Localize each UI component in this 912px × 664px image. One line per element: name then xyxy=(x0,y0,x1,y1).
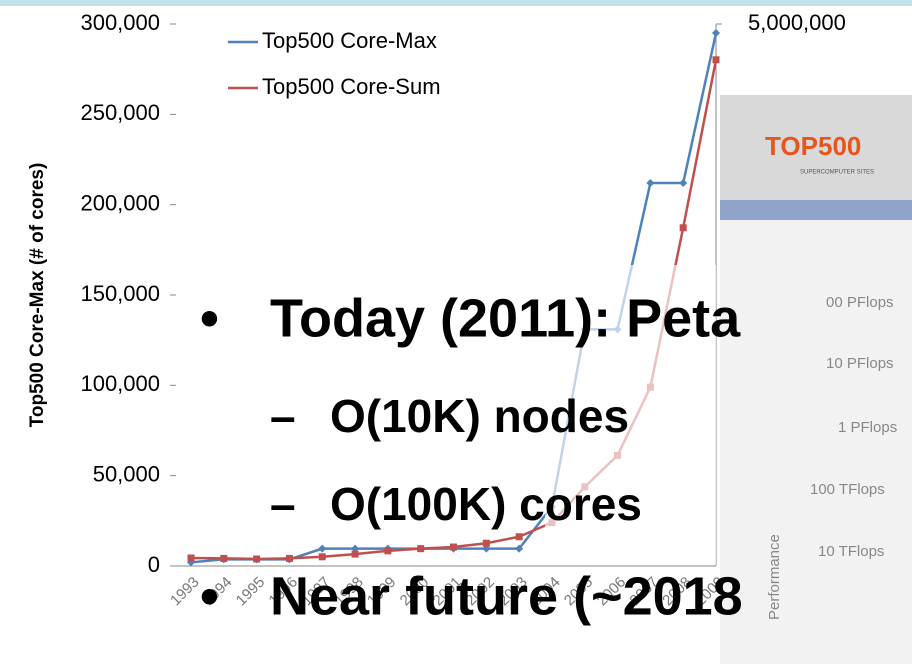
legend-label: Top500 Core-Max xyxy=(262,28,437,53)
overlay-fade xyxy=(545,265,716,565)
y-tick-label: 300,000 xyxy=(80,10,160,35)
y-tick-label: 250,000 xyxy=(80,100,160,125)
marker xyxy=(679,178,688,187)
bullet-text: Near future (~2018 xyxy=(270,566,743,626)
inset-logo-sub: SUPERCOMPUTER SITES xyxy=(800,170,874,176)
inset-logo: TOP500 xyxy=(765,131,861,161)
y-tick-label: 100,000 xyxy=(80,371,160,396)
marker xyxy=(384,547,392,555)
inset-label: 100 TFlops xyxy=(810,481,885,498)
y-axis-label: Top500 Core-Max (# of cores) xyxy=(27,163,48,428)
marker xyxy=(679,224,687,232)
marker xyxy=(482,539,490,547)
bullet-marker: – xyxy=(270,390,296,442)
inset-label: 00 PFlops xyxy=(826,294,894,311)
marker xyxy=(253,555,261,563)
bullet-marker: • xyxy=(200,288,219,348)
bullet-marker: • xyxy=(200,566,219,626)
y2-tick-label: 5,000,000 xyxy=(748,10,846,35)
inset-label: 1 PFlops xyxy=(838,419,897,436)
marker xyxy=(450,543,457,551)
marker xyxy=(712,29,720,38)
marker xyxy=(187,554,195,562)
y-tick-label: 150,000 xyxy=(80,281,160,306)
inset-label: 10 PFlops xyxy=(826,355,894,372)
marker xyxy=(515,533,523,541)
bullet-text: O(10K) nodes xyxy=(330,390,629,442)
top-bar xyxy=(0,0,912,6)
x-tick-label: 1995 xyxy=(233,574,269,610)
marker xyxy=(220,554,228,562)
marker xyxy=(285,554,293,562)
marker xyxy=(318,544,327,553)
y-tick-label: 0 xyxy=(148,552,160,577)
inset-band xyxy=(720,200,912,220)
inset-header xyxy=(720,95,912,220)
y-tick-label: 200,000 xyxy=(80,190,160,215)
legend-label: Top500 Core-Sum xyxy=(262,74,441,99)
y-tick-label: 50,000 xyxy=(93,461,160,486)
bullet-marker: – xyxy=(270,478,296,530)
bullet-text: O(100K) cores xyxy=(330,478,642,530)
marker xyxy=(515,544,524,553)
x-tick-label: 1993 xyxy=(167,574,203,610)
inset-label: 10 TFlops xyxy=(818,543,884,560)
marker xyxy=(646,178,655,187)
inset-axis-label: Performance xyxy=(766,534,783,620)
marker xyxy=(712,56,720,64)
marker xyxy=(318,553,326,561)
bullet-text: Today (2011): Peta xyxy=(270,288,741,348)
marker xyxy=(417,545,425,553)
marker xyxy=(351,550,359,558)
